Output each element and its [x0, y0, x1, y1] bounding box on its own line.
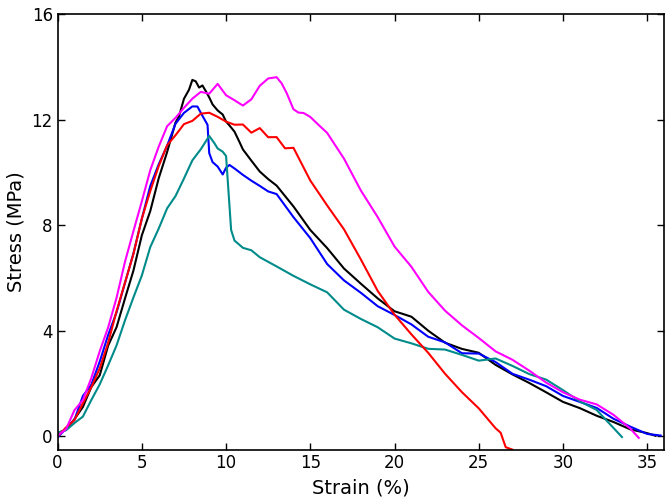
- Y-axis label: Stress (MPa): Stress (MPa): [7, 171, 26, 292]
- X-axis label: Strain (%): Strain (%): [312, 478, 410, 497]
